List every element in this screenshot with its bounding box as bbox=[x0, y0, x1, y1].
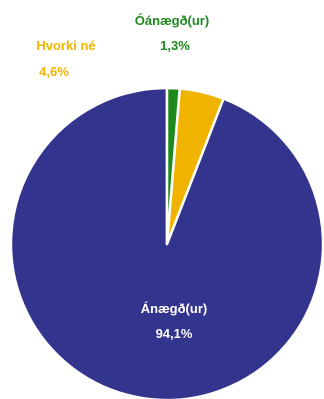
pie-slices bbox=[9, 86, 324, 399]
slice-anaegd bbox=[9, 86, 324, 399]
slice-oanaegd bbox=[165, 86, 181, 246]
slice-value-hvorki: 4,6% bbox=[39, 64, 69, 79]
pie-labels: Ánægð(ur) 94,1% Hvorki né 4,6% Óánægð(ur… bbox=[36, 13, 209, 341]
slice-label-oanaegd: Óánægð(ur) bbox=[135, 13, 209, 28]
slice-value-anaegd: 94,1% bbox=[156, 326, 193, 341]
slice-label-anaegd: Ánægð(ur) bbox=[141, 301, 207, 316]
slice-value-oanaegd: 1,3% bbox=[160, 38, 190, 53]
slice-label-hvorki: Hvorki né bbox=[36, 38, 95, 53]
